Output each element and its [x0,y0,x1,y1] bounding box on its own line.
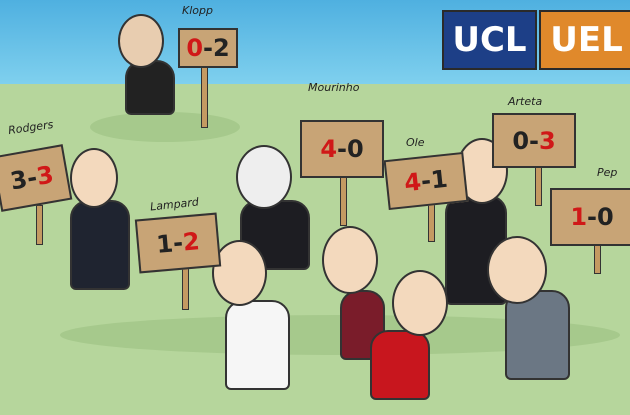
lampard-head [212,240,267,306]
score-sign-ole: 4-1 [383,151,469,211]
score-sign-arteta: 0-3 [492,113,576,168]
sign-post [36,205,43,245]
ucl-badge: UCL [442,10,537,70]
pep-figure [505,290,570,380]
manager-name-klopp: Klopp [182,4,213,17]
player-head [392,270,448,336]
klopp-shadow [90,112,240,142]
score-sign-lampard: 1-2 [134,212,222,274]
pep-head [487,236,547,304]
score-sign-klopp: 0-2 [178,28,238,68]
ole-head [322,226,378,294]
sign-post [594,244,601,274]
sign-post [428,204,435,242]
sign-post [535,166,542,206]
klopp-figure [125,60,175,115]
lampard-figure [225,300,290,390]
manager-name-rodgers: Rodgers [7,117,55,138]
rodgers-head [70,148,118,208]
score-sign-mourinho: 4-0 [300,120,384,178]
manager-name-mourinho: Mourinho [308,81,360,94]
mourinho-head [236,145,292,209]
klopp-head [118,14,164,68]
player-figure [370,330,430,400]
sign-post [340,176,347,226]
score-sign-pep: 1-0 [550,188,630,246]
sign-post [201,66,208,128]
manager-name-ole: Ole [406,136,425,149]
sign-post [182,268,189,310]
rodgers-figure [70,200,130,290]
manager-name-lampard: Lampard [149,195,200,214]
score-sign-rodgers: 3-3 [0,144,73,212]
uel-badge: UEL [539,10,630,70]
manager-name-arteta: Arteta [508,95,543,108]
manager-name-pep: Pep [597,166,618,179]
